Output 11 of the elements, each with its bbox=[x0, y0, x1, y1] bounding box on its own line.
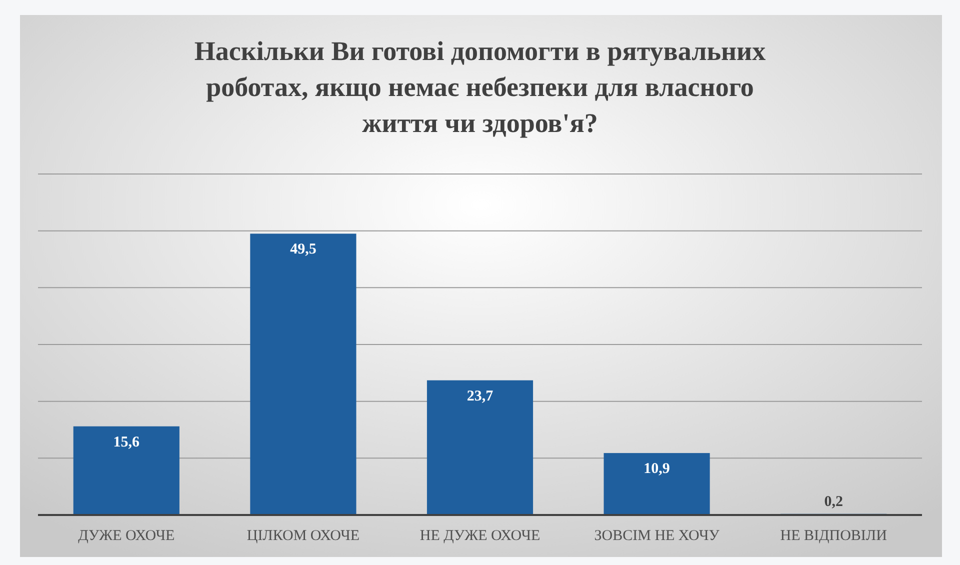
x-tick-label: НЕ ВІДПОВІЛИ bbox=[780, 528, 888, 544]
data-label: 49,5 bbox=[290, 242, 316, 258]
data-label: 0,2 bbox=[824, 494, 843, 510]
chart-title: Наскільки Ви готові допомогти в рятувальних роботах, якщо немає небезпеки для власного життя чи здоров'я? bbox=[194, 36, 766, 138]
x-tick-label: ДУЖЕ ОХОЧЕ bbox=[78, 528, 175, 544]
data-label: 10,9 bbox=[644, 461, 670, 478]
x-tick-label: ЗОВСІМ НЕ ХОЧУ bbox=[594, 528, 720, 544]
x-tick-label: ЦІЛКОМ ОХОЧЕ bbox=[246, 528, 360, 544]
data-label: 23,7 bbox=[466, 388, 494, 404]
data-label: 15,6 bbox=[113, 434, 140, 450]
x-tick-label: НЕ ДУЖЕ ОХОЧЕ bbox=[420, 528, 540, 544]
